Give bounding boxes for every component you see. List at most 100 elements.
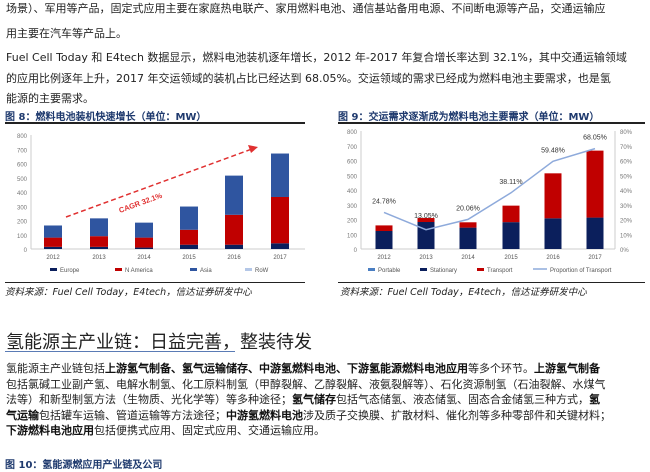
bar-stationary [375,231,393,249]
legend-swatch [477,268,484,271]
y-tick-label: 700 [17,148,28,154]
y-tick-label: 200 [17,220,28,226]
text-run: 等多个环节。 [468,362,534,375]
bar-asia [90,218,108,237]
legend-label: Proportion of Transport [550,268,612,274]
proportion-line [383,147,596,231]
y2-tick-label: 30% [620,204,633,210]
chart-installed-capacity: 0 100 200 300 400 500 600 700 800 2012 2013 2014 201… [17,134,305,274]
cagr-label: CAGR 32.1% [118,191,164,215]
para2-line: Fuel Cell Today 和 E4tech 数据显示，燃料电池装机逐年增长… [6,51,627,64]
x-tick-label: 2015 [182,255,196,261]
bar-stationary [502,222,520,249]
figure9-source: 资料来源：Fuel Cell Today，E4tech，信达证券研发中心 [340,287,587,298]
y-tick-label: 600 [347,160,358,166]
y2-tick-label: 40% [620,189,633,195]
chart-transport-demand: 0 100 200 300 400 500 600 700 800 2012 2013 2014 201… [347,130,633,274]
figure8-source: 资料来源：Fuel Cell Today，E4tech，信达证券研发中心 [5,287,252,298]
legend-swatch [115,268,122,271]
data-label: 24.78% [372,198,396,205]
data-label: 68.05% [583,135,607,142]
x-tick-label: 2017 [588,255,602,261]
bar-n-america [90,236,108,247]
bar-asia [180,206,198,230]
bar-stationary [586,217,604,249]
x-tick-label: 2016 [227,255,241,261]
y2-tick-label: 0% [620,248,629,254]
y2-tick-label: 60% [620,160,633,166]
bar-n-america [271,196,289,244]
cagr-arrow [65,148,253,218]
bold-term: 氢气储存 [292,393,336,406]
x-tick-label: 2012 [377,255,391,261]
legend-label: Stationary [430,268,457,274]
bar-transport [375,225,393,232]
bar-stationary [459,227,477,249]
body-line: 下游燃料电池应用包括便携式应用、固定式应用、交通运输应用。 [6,424,325,438]
para2-line: 能源的主要需求。 [6,92,94,105]
text-run: 法等）和新型制氢方法（生物质、光化学等）等多种途径； [6,393,292,406]
y2-tick-label: 70% [620,145,633,151]
bar-transport [544,173,562,219]
arrow-head-icon [248,145,258,153]
para2-line: 的应用比例逐年上升，2017 年交运领域的装机占比已经达到 68.05%。交运领… [6,72,611,85]
bold-term: 气运输 [6,408,39,422]
x-tick-label: 2013 [92,255,106,261]
bar-europe [44,246,62,249]
y2-tick-label: 20% [620,219,633,225]
y-tick-label: 500 [347,174,358,180]
bar-transport [459,222,477,228]
bar-stationary [544,218,562,249]
y-tick-label: 500 [17,177,28,183]
figure8-title: 图 8：燃料电池装机快速增长（单位：MW） [5,112,207,123]
bar-transport [417,218,435,223]
data-label: 20.06% [456,205,480,212]
y-tick-label: 800 [347,130,358,136]
legend-swatch [368,268,375,271]
text-run: 包括氯碱工业副产氢、电解水制氢、化工原料制氢（甲醇裂解、乙醇裂解、液氨裂解等）、… [6,377,606,391]
y2-tick-label: 10% [620,233,633,239]
text-run: 氢能源主产业链包括 [6,362,105,375]
bar-asia [44,225,62,238]
y-tick-label: 300 [347,204,358,210]
y-tick-label: 400 [347,189,358,195]
y-tick-label: 100 [17,234,28,240]
bold-term: 氢 [589,393,600,406]
bar-transport [502,205,520,223]
heading-underline [5,351,235,352]
legend-swatch [420,268,427,271]
text-run: 包括气态储氢、液态储氢、固态合金储氢三种方式， [336,393,589,406]
para1-line: 用主要在汽车等产品上。 [6,27,127,40]
section-heading: 氢能源主产业链：日益完善，整装待发 [6,332,312,353]
para1-line: 场景）、军用等产品，固定式应用主要在家庭热电联产、家用燃料电池、通信基站备用电源… [6,2,606,15]
legend-label: N America [125,268,153,274]
x-tick-label: 2016 [546,255,560,261]
bar-europe [225,244,243,249]
legend-label: Asia [200,268,212,274]
x-tick-label: 2015 [504,255,518,261]
x-tick-label: 2013 [419,255,433,261]
y-tick-label: 800 [17,134,28,140]
legend-swatch [190,268,197,271]
y-tick-label: 100 [347,233,358,239]
y-tick-label: 400 [17,191,28,197]
bold-term: 中游氢燃料电池 [226,408,303,422]
divider [5,282,305,283]
legend-label: RoW [255,268,269,274]
legend-swatch [50,268,57,271]
bar-asia [135,222,153,238]
y2-tick-label: 80% [620,130,633,136]
divider [338,282,645,283]
body-line: 氢能源主产业链包括上游氢气制备、氢气运输储存、中游氢燃料电池、下游氢能源燃料电池… [6,362,600,376]
body-line: 气运输包括罐车运输、管道运输等方法途径；中游氢燃料电池涉及质子交换膜、扩散材料、… [6,409,611,423]
legend-label: Europe [60,268,80,274]
bar-europe [135,247,153,249]
x-tick-label: 2017 [273,255,287,261]
data-label: 38.11% [499,179,522,186]
y-tick-label: 600 [17,163,28,169]
divider [5,122,305,124]
figure9-title: 图 9：交运需求逐渐成为燃料电池主要需求（单位：MW） [338,112,600,123]
bar-n-america [135,237,153,248]
text-run: 包括便携式应用、固定式应用、交通运输应用。 [94,424,325,437]
